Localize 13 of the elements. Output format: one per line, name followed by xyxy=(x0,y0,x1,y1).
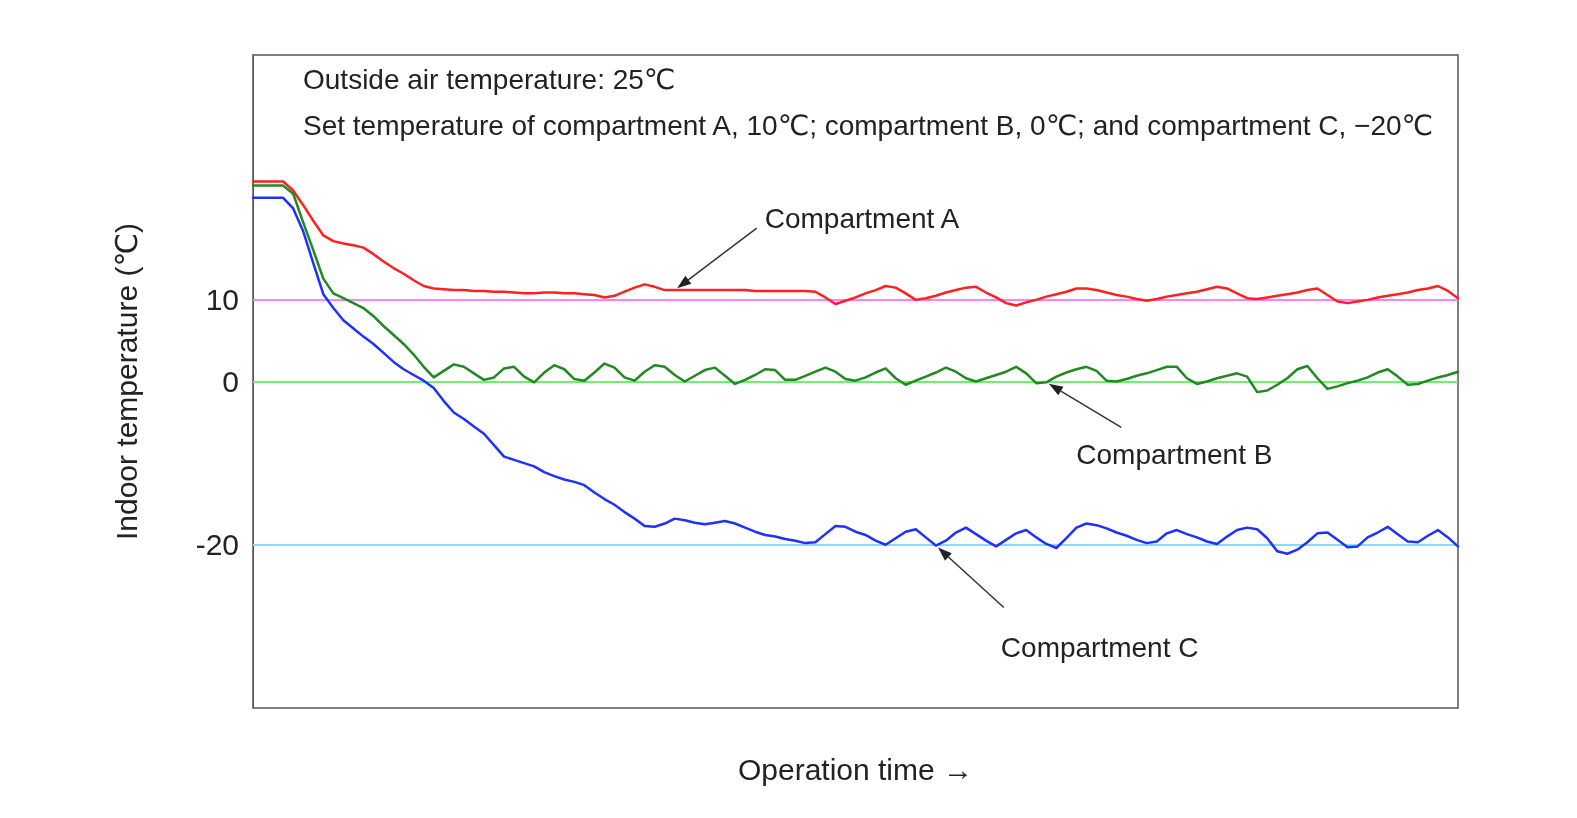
line-series xyxy=(251,196,1460,555)
line-series xyxy=(251,184,1460,394)
line-series xyxy=(251,180,1460,307)
x-axis-title: Operation time → xyxy=(737,752,974,786)
y-tick-label: -20 xyxy=(195,528,239,562)
y-axis-title: Indoor temperature (℃) xyxy=(109,222,143,541)
annotation: Set temperature of compartment A, 10℃; compartment B, 0℃; and compartment C, −20℃ xyxy=(303,109,1434,141)
y-tick-label: 10 xyxy=(205,283,239,317)
text: Compartment C xyxy=(1000,632,1199,664)
series-label: Compartment B xyxy=(1076,438,1273,470)
annotation: Outside air temperature: 25℃ xyxy=(303,63,676,95)
y-tick-label: 0 xyxy=(222,365,239,398)
series-label: Compartment A xyxy=(764,202,960,234)
